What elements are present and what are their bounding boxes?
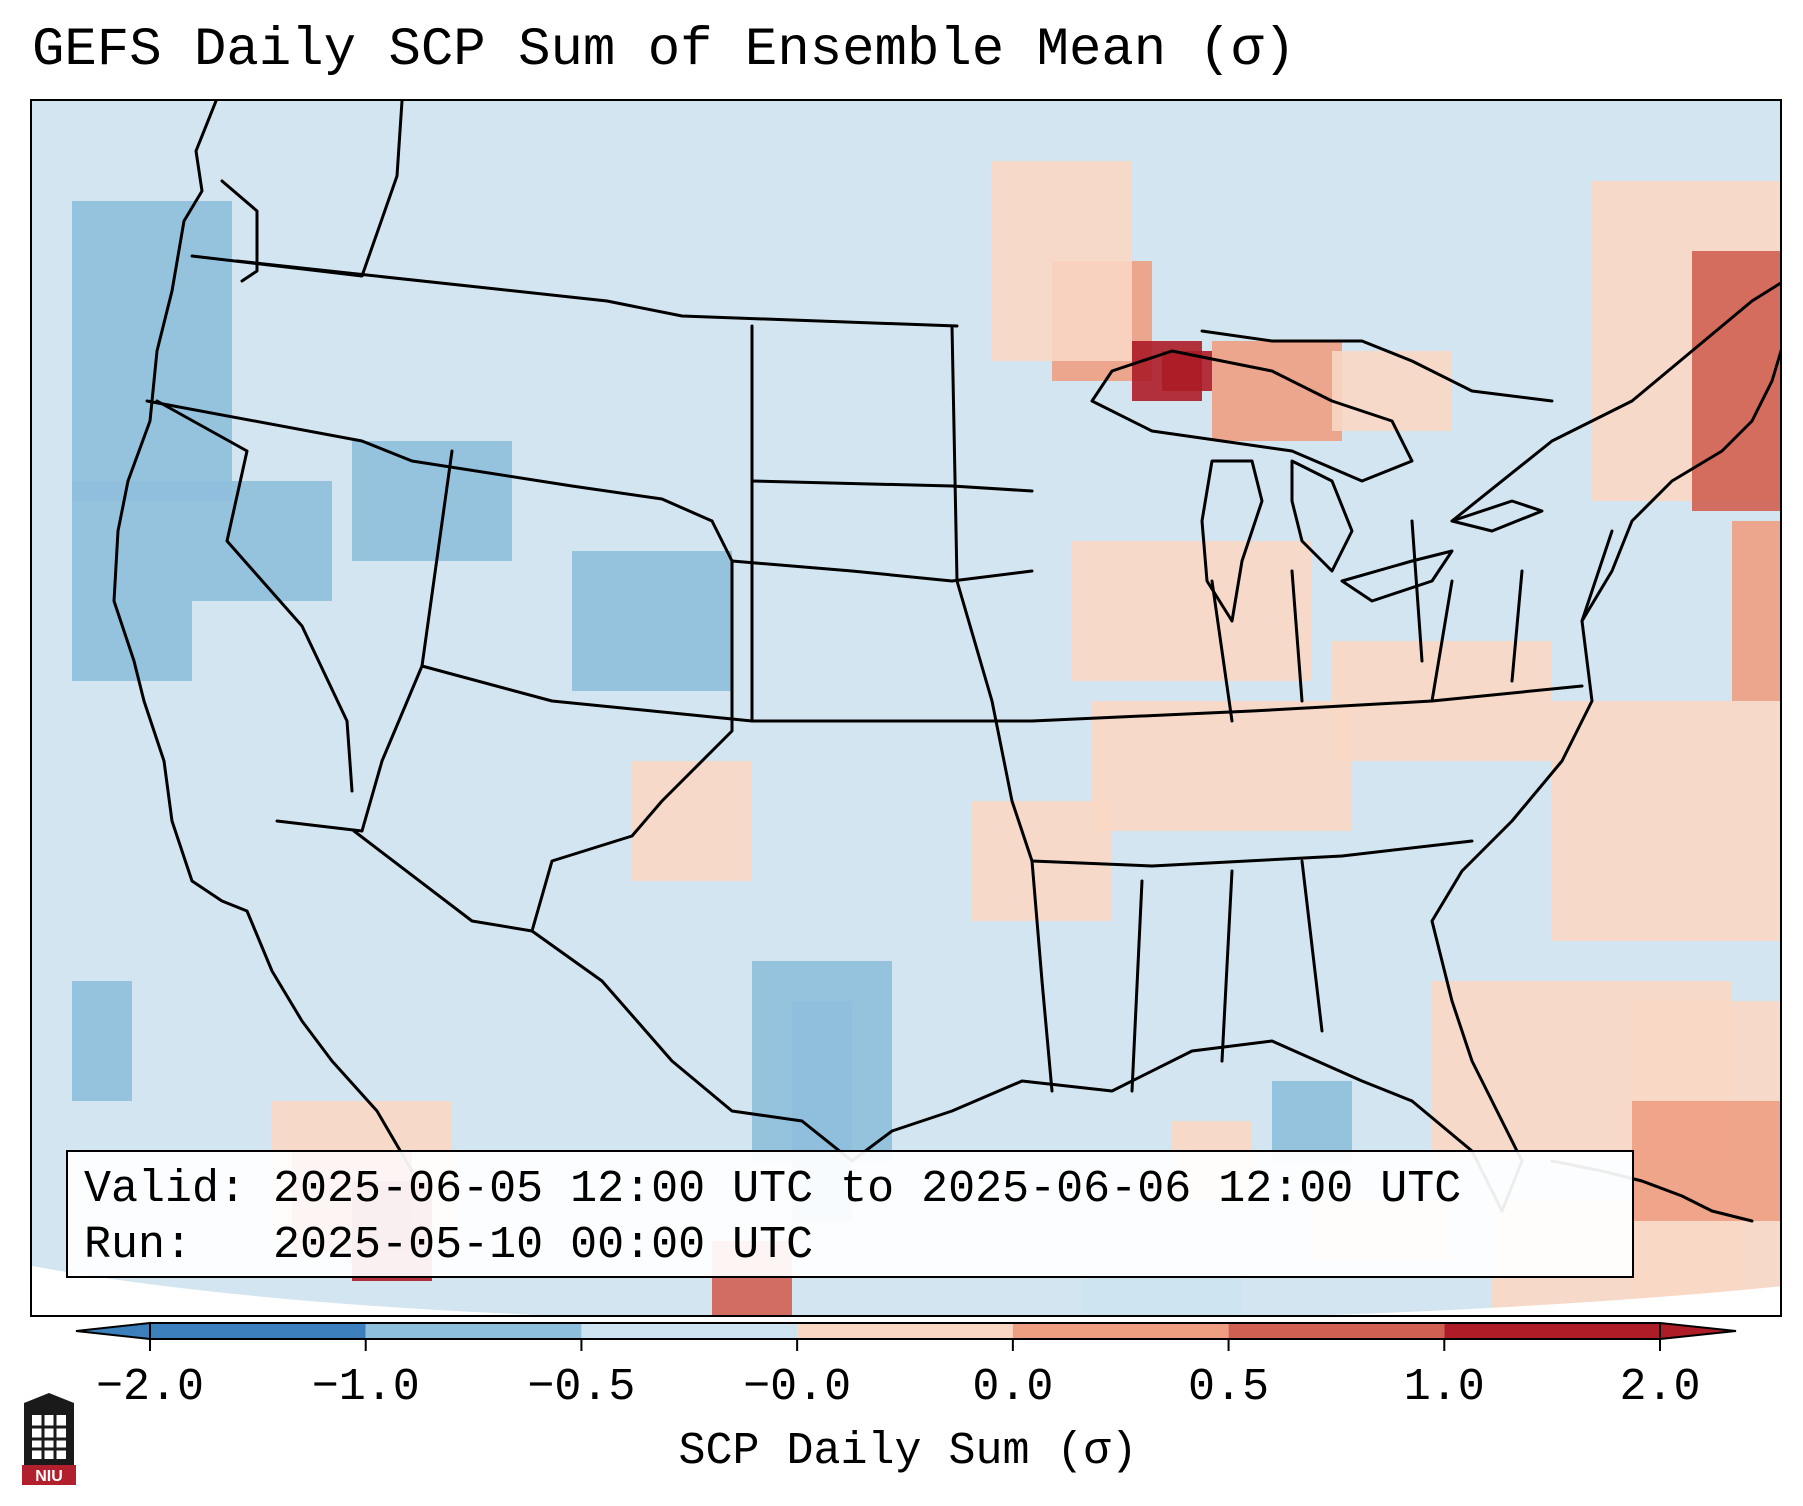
map-title: GEFS Daily SCP Sum of Ensemble Mean (σ) xyxy=(32,20,1296,81)
colorbar-tick-label: 0.5 xyxy=(1188,1362,1270,1413)
colorbar-segments xyxy=(75,1321,1737,1341)
puget-sound xyxy=(220,179,259,283)
colorbar-segment xyxy=(1228,1323,1445,1339)
az-border xyxy=(275,449,454,833)
st-lawrence xyxy=(1450,281,1780,523)
map-panel xyxy=(30,99,1782,1317)
lake-michigan xyxy=(1200,459,1264,623)
lake-huron xyxy=(1290,459,1354,573)
tn-ky-border xyxy=(1030,684,1584,723)
colorbar-tick-label: 1.0 xyxy=(1403,1362,1485,1413)
projection-edge xyxy=(32,1266,1780,1315)
colorbar-tick-label: −1.0 xyxy=(311,1362,420,1413)
colorbar-segment xyxy=(1444,1323,1660,1339)
mississippi xyxy=(950,324,1054,1093)
logo-grid xyxy=(32,1415,66,1459)
midwest-lines xyxy=(1210,519,1424,723)
logo-window xyxy=(32,1415,66,1459)
colorbar-tick-label: 2.0 xyxy=(1619,1362,1701,1413)
colorbar-segment xyxy=(365,1323,582,1339)
se-state-lines xyxy=(1130,859,1324,1093)
nd-sd-border xyxy=(750,479,1034,493)
co-ks-border xyxy=(420,664,1034,723)
colorbar-extend-max xyxy=(1659,1321,1737,1341)
colorbar-tick-label: 0.0 xyxy=(972,1362,1054,1413)
anomaly-patch xyxy=(1632,1101,1780,1221)
colorbar-segment xyxy=(581,1323,798,1339)
coastlines-and-borders xyxy=(112,101,1780,1223)
run-time: 2025-05-10 00:00 UTC xyxy=(273,1220,814,1271)
colorbar-segment xyxy=(797,1323,1013,1339)
anomaly-patch xyxy=(352,441,512,561)
valid-time-box: Valid: 2025-06-05 12:00 UTC to 2025-06-0… xyxy=(66,1150,1634,1278)
west-coast xyxy=(112,101,414,1173)
anomaly-patch xyxy=(72,981,132,1101)
colorbar-tick-label: −0.0 xyxy=(743,1362,852,1413)
anomaly-patch xyxy=(1212,341,1342,441)
nm-border xyxy=(352,519,734,933)
anomaly-patch xyxy=(1332,351,1452,431)
anomaly-patch xyxy=(1092,701,1352,831)
lake-erie xyxy=(1340,549,1454,603)
valid-label: Valid: xyxy=(84,1164,247,1215)
colorbar-ticks xyxy=(149,1339,1661,1351)
colorbar-segment xyxy=(150,1323,366,1339)
ne-sd-border xyxy=(730,559,1034,583)
valid-range: 2025-06-05 12:00 UTC to 2025-06-06 12:00… xyxy=(273,1164,1462,1215)
us-canada-border xyxy=(235,259,959,328)
colorbar-tick-label: −0.5 xyxy=(527,1362,636,1413)
logo-band xyxy=(22,1465,76,1485)
lake-ontario xyxy=(1450,499,1544,533)
colorbar-tick-label: −2.0 xyxy=(95,1362,205,1413)
anomaly-patch xyxy=(72,481,192,681)
anomaly-patch xyxy=(72,201,232,501)
or-id-border xyxy=(145,399,714,523)
logo-text: NIU xyxy=(35,1468,63,1485)
gulf-coast xyxy=(530,929,1414,1163)
northeast-lines xyxy=(1430,529,1614,703)
run-label: Run: xyxy=(84,1220,193,1271)
map-canvas xyxy=(32,101,1780,1315)
colorbar-extend-min xyxy=(75,1321,151,1341)
niu-logo: NIU xyxy=(22,1393,76,1485)
anomaly-patch xyxy=(192,481,332,601)
south-border xyxy=(1030,839,1474,868)
anomaly-patch xyxy=(632,761,752,881)
anomaly-patch xyxy=(1272,1081,1352,1161)
colorbar-segment xyxy=(1012,1323,1229,1339)
anomaly-patch xyxy=(572,551,732,691)
colorbar xyxy=(75,1321,1737,1351)
ca-nv-border xyxy=(155,399,354,793)
anomaly-patch xyxy=(992,161,1132,361)
anomaly-patch xyxy=(1072,541,1312,681)
anomaly-patch xyxy=(1552,701,1780,941)
colorbar-label: SCP Daily Sum (σ) xyxy=(678,1426,1138,1477)
canada-border-east xyxy=(1200,329,1554,403)
colorbar-outline xyxy=(149,1322,1661,1340)
lake-superior xyxy=(1090,349,1414,483)
anomaly-patch xyxy=(1732,521,1780,701)
